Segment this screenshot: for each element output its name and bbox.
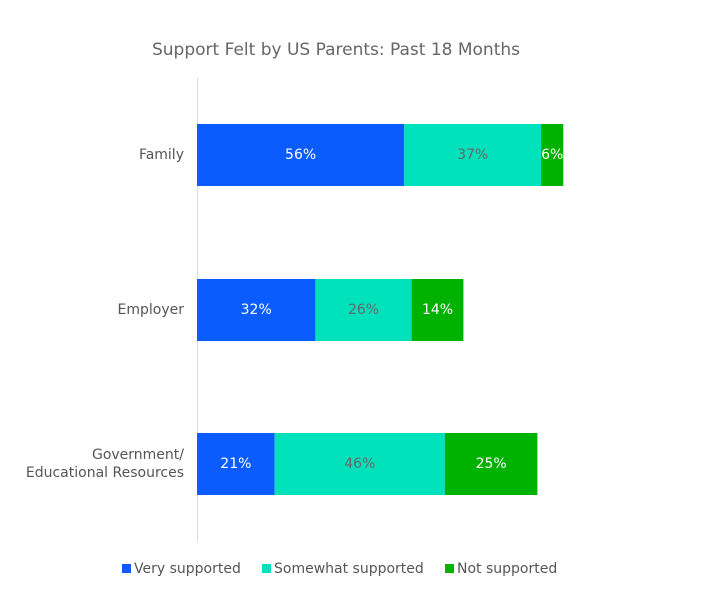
legend-label: Somewhat supported <box>274 561 424 577</box>
category-label: Government/ Educational Resources <box>25 447 184 481</box>
bar-segment <box>541 124 564 186</box>
bar-segment <box>444 433 538 495</box>
chart-title: Support Felt by US Parents: Past 18 Mont… <box>152 40 520 60</box>
bar-segment <box>404 124 542 186</box>
value-label: 21% <box>220 456 251 472</box>
value-label: 6% <box>541 147 563 163</box>
bar-segment <box>315 279 412 341</box>
legend-label: Very supported <box>134 561 241 577</box>
category-label: Family <box>138 147 184 163</box>
value-label: 14% <box>422 302 453 318</box>
value-label: 32% <box>241 302 272 318</box>
bar-segment <box>197 433 275 495</box>
value-label: 46% <box>344 456 375 472</box>
category-label: Employer <box>117 302 184 318</box>
bar-segment <box>197 279 316 341</box>
value-label: 26% <box>348 302 379 318</box>
value-label: 56% <box>285 147 316 163</box>
bar-segment <box>197 124 405 186</box>
legend-swatch <box>445 564 454 573</box>
value-label: 25% <box>476 456 507 472</box>
value-label: 37% <box>457 147 488 163</box>
bar-segment <box>411 279 464 341</box>
legend-swatch <box>122 564 131 573</box>
legend-label: Not supported <box>457 561 557 577</box>
bar-segment <box>274 433 445 495</box>
legend-swatch <box>262 564 271 573</box>
